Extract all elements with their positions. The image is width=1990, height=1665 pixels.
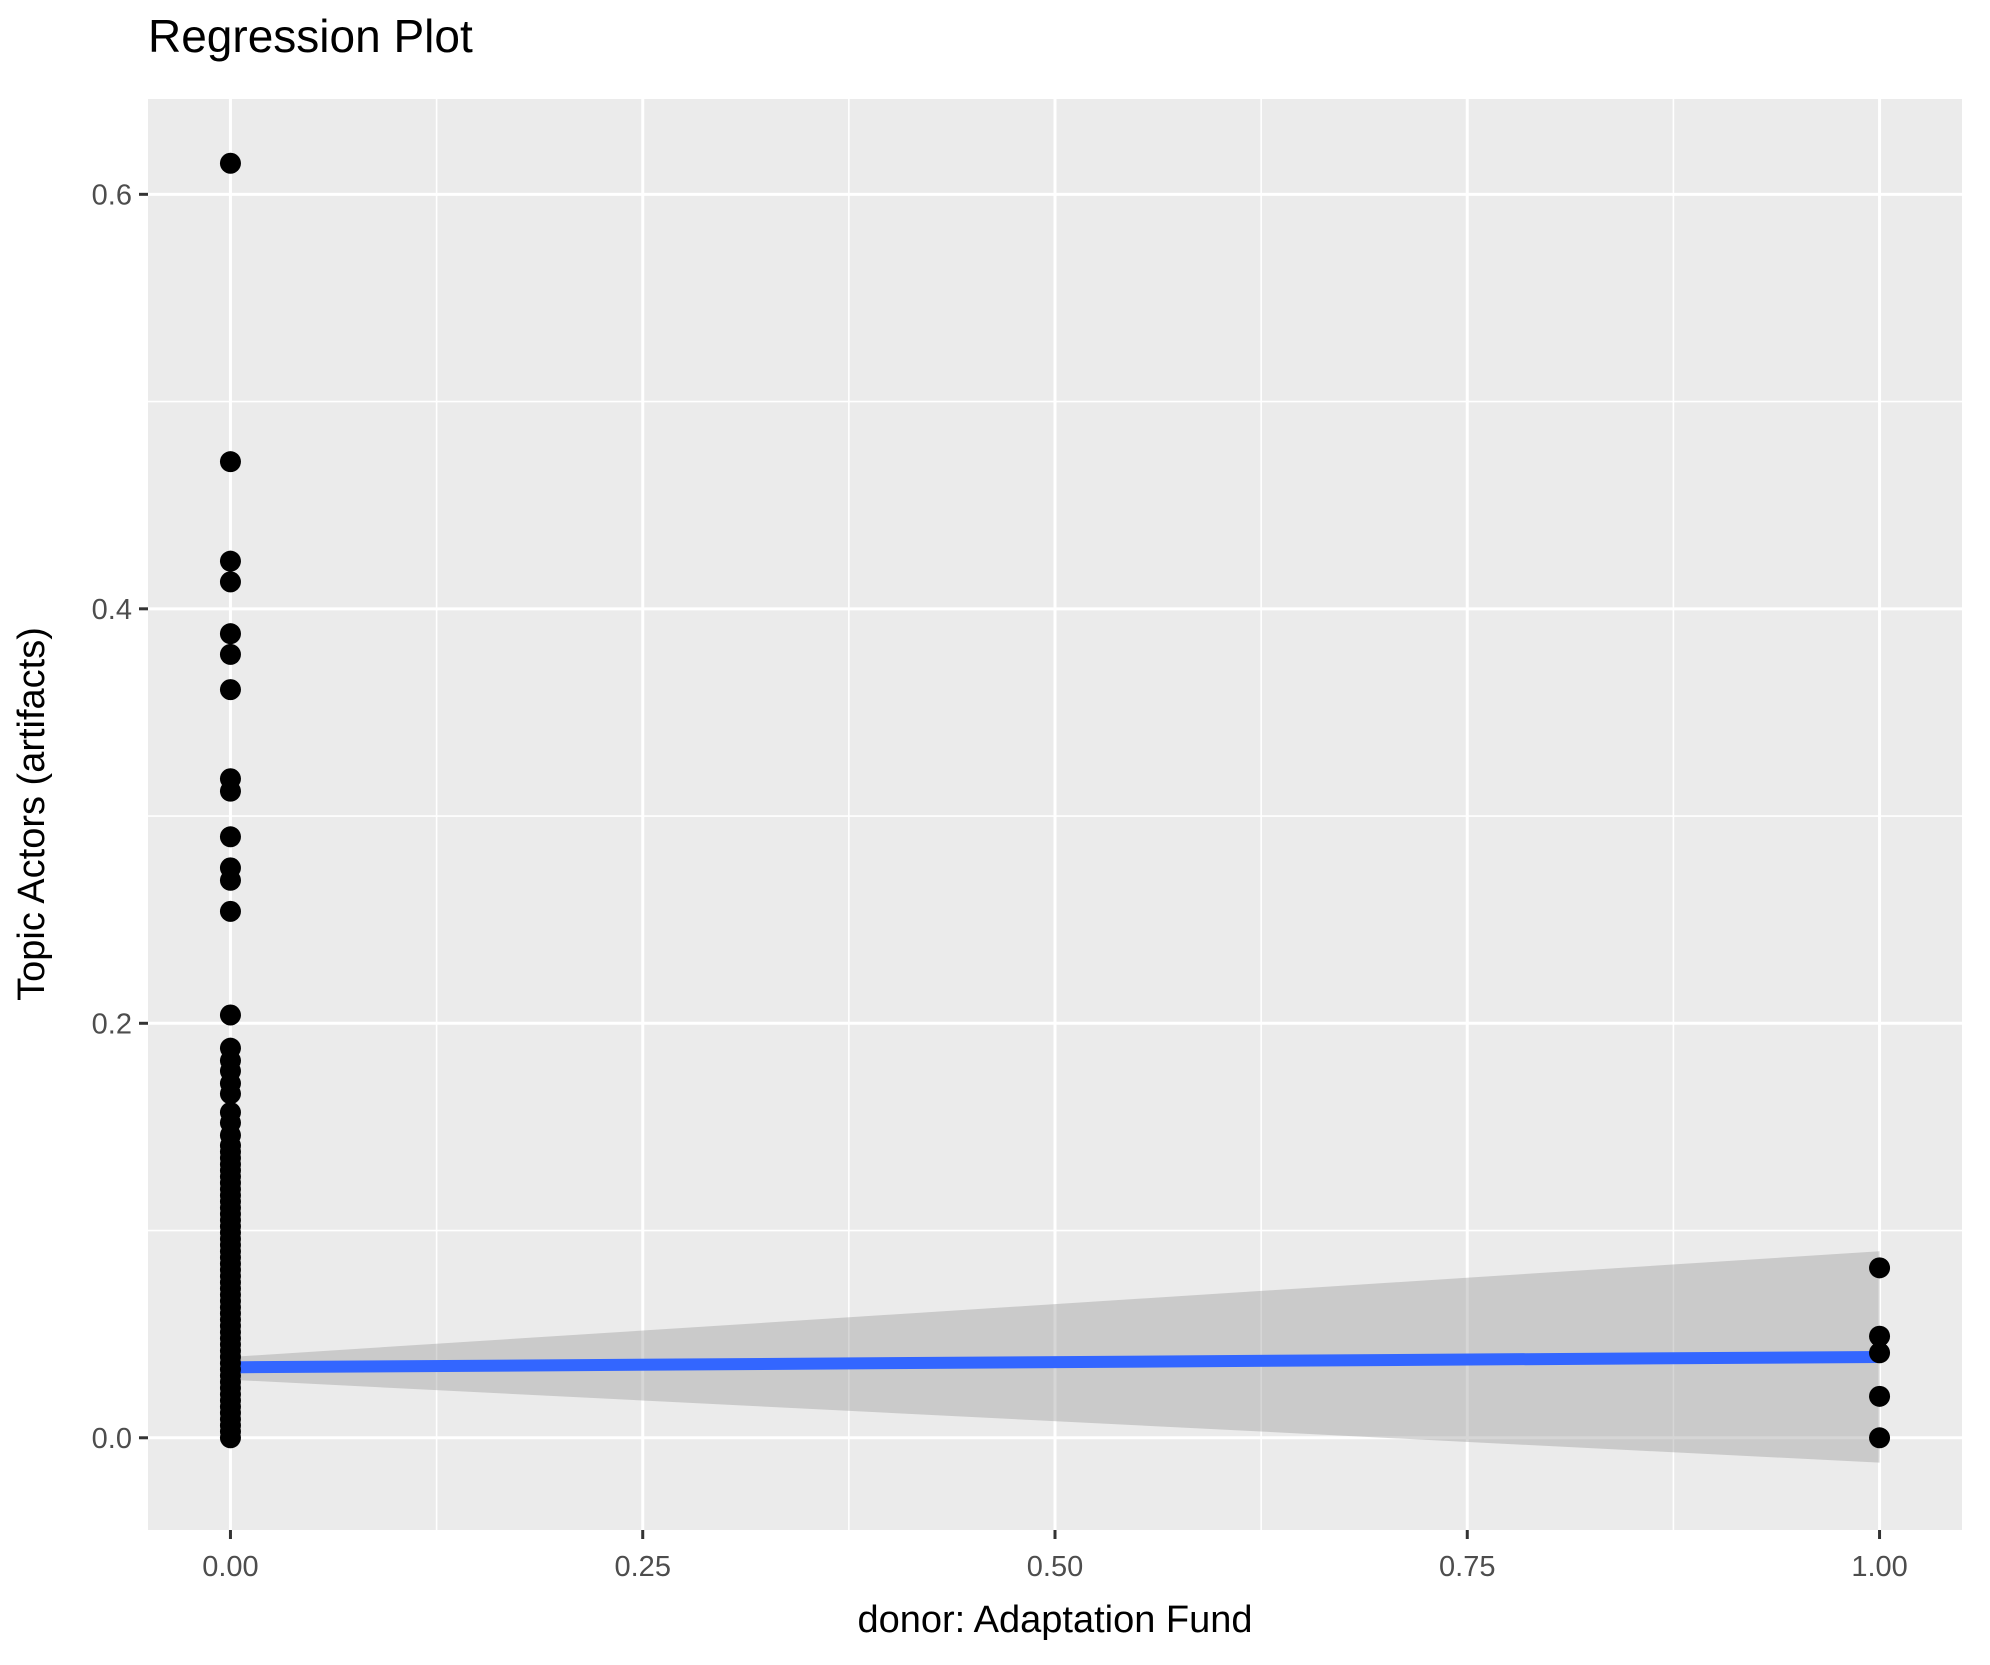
- major-gridlines: [148, 99, 1962, 1530]
- y-axis-label: Topic Actors (artifacts): [11, 627, 53, 1001]
- data-point: [219, 679, 241, 701]
- y-tick-label: 0.4: [92, 594, 132, 626]
- data-point: [219, 869, 241, 891]
- data-point: [1869, 1342, 1891, 1364]
- y-tick-label: 0.2: [92, 1008, 132, 1040]
- y-tick-label: 0.0: [92, 1423, 132, 1455]
- plot-title: Regression Plot: [148, 10, 473, 62]
- data-point: [219, 780, 241, 802]
- data-point: [219, 550, 241, 572]
- x-tick-label: 0.25: [615, 1551, 671, 1583]
- data-point: [219, 571, 241, 593]
- data-point: [219, 1427, 241, 1449]
- x-tick-label: 0.50: [1027, 1551, 1083, 1583]
- x-axis-label: donor: Adaptation Fund: [857, 1599, 1252, 1641]
- data-point: [219, 623, 241, 645]
- regression-line-group: [230, 1350, 1880, 1374]
- x-tick-label: 1.00: [1851, 1551, 1907, 1583]
- data-point: [219, 451, 241, 473]
- data-point: [219, 900, 241, 922]
- regression-line: [230, 1350, 1880, 1374]
- x-tick-label: 0.00: [202, 1551, 258, 1583]
- data-point: [219, 826, 241, 848]
- tick-labels-group: 0.00 0.25 0.50 0.75 1.00 0.0 0.2 0.4 0.6: [92, 179, 1908, 1583]
- y-tick-label: 0.6: [92, 179, 132, 211]
- data-point: [219, 643, 241, 665]
- axis-ticks-group: [139, 192, 1882, 1539]
- data-point: [1869, 1325, 1891, 1347]
- data-point: [1869, 1257, 1891, 1279]
- data-point: [1869, 1427, 1891, 1449]
- data-points-group: [219, 152, 1891, 1449]
- data-point: [219, 1004, 241, 1026]
- data-point: [219, 152, 241, 174]
- data-point: [1869, 1385, 1891, 1407]
- x-tick-label: 0.75: [1439, 1551, 1495, 1583]
- data-point: [219, 1083, 241, 1105]
